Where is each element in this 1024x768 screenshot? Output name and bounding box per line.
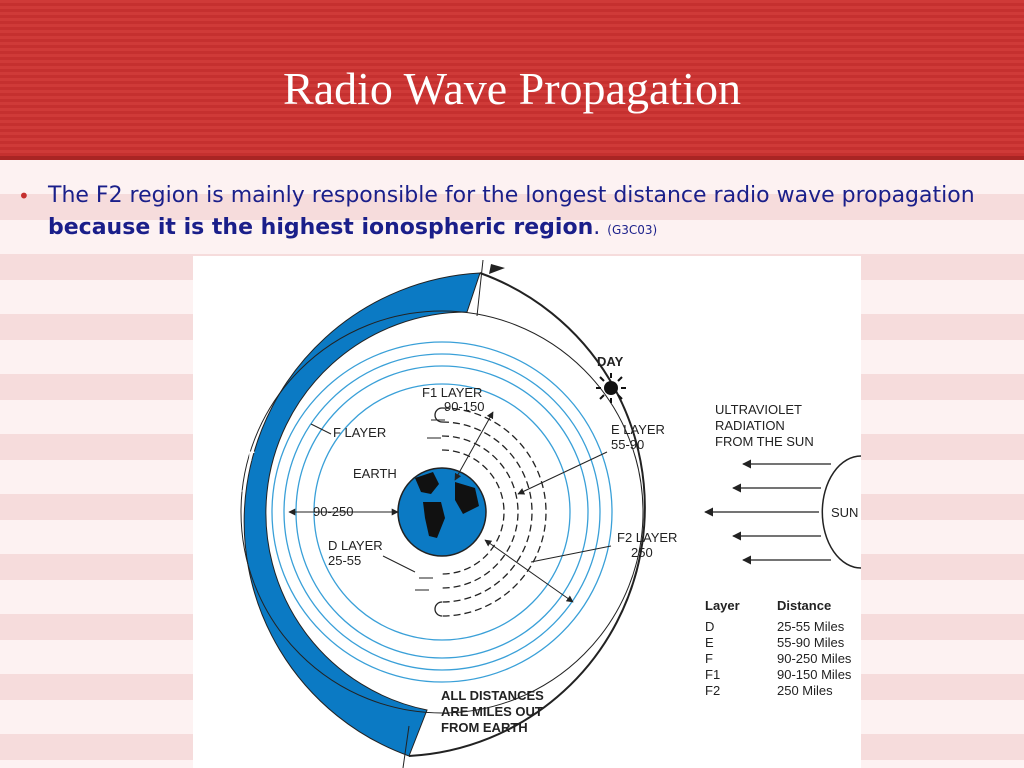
layer-distance-table: Layer Distance D 25-55 Miles E 55-90 Mil…	[705, 598, 852, 698]
orbit-tick-top	[476, 259, 484, 317]
f2-layer-arrow	[484, 539, 574, 603]
table-row-d-layer: D	[705, 619, 714, 634]
earth-continent-east	[455, 482, 479, 514]
bullet-point: • The F2 region is mainly responsible fo…	[18, 180, 1008, 246]
note-line-2: ARE MILES OUT	[441, 704, 543, 719]
inner-boundary-circle	[240, 310, 644, 714]
orbit-arrow-head	[489, 264, 505, 274]
f2-layer-pointer	[530, 545, 612, 563]
orbit-tick-bottom	[402, 725, 410, 768]
earth-continent-south	[423, 502, 445, 538]
f2-layer-range: 250	[631, 545, 653, 560]
table-row-f2-layer: F2	[705, 683, 720, 698]
uv-label-line-1: ULTRAVIOLET	[715, 402, 802, 417]
d-layer-pointer	[382, 555, 416, 573]
outer-day-arc	[408, 272, 646, 757]
note-line-3: FROM EARTH	[441, 720, 528, 735]
bullet-text-bold: because it is the highest ionospheric re…	[48, 215, 594, 240]
earth-label: EARTH	[353, 466, 397, 481]
table-row-f-layer: F	[705, 651, 713, 666]
ionosphere-svg: NIGHT DAY F LAYER F1 LAYER 90-150 E LAYE…	[211, 259, 861, 768]
f-layer-range: 90-250	[313, 504, 353, 519]
f1-layer-cap-bottom	[434, 601, 443, 617]
table-row-f1-distance: 90-150 Miles	[777, 667, 852, 682]
bullet-text-end: .	[593, 215, 601, 240]
table-header-layer: Layer	[705, 598, 740, 613]
table-row-e-layer: E	[705, 635, 714, 650]
f1-layer-arrow	[454, 411, 494, 481]
table-row-f1-layer: F1	[705, 667, 720, 682]
night-label: NIGHT	[211, 448, 255, 464]
e-layer-pointer	[517, 451, 608, 495]
f1-layer-cap-top	[434, 407, 443, 423]
f2-layer-label: F2 LAYER	[617, 530, 677, 545]
ionosphere-diagram: NIGHT DAY F LAYER F1 LAYER 90-150 E LAYE…	[193, 256, 861, 768]
question-reference: (G3C03)	[607, 223, 658, 237]
earth-continent-north	[415, 472, 439, 494]
f-layer-label: F LAYER	[333, 425, 386, 440]
e-layer-label: E LAYER	[611, 422, 665, 437]
title-bar: Radio Wave Propagation	[0, 0, 1024, 160]
f1-layer-range: 90-150	[444, 399, 484, 414]
sun-disc	[821, 455, 861, 569]
day-sun-icon	[596, 373, 626, 403]
note-line-1: ALL DISTANCES	[441, 688, 544, 703]
f-layer-ring-outer	[271, 341, 613, 683]
table-header-distance: Distance	[777, 598, 831, 613]
bullet-text-start: The F2 region is mainly responsible for …	[48, 183, 975, 208]
uv-label-line-2: RADIATION	[715, 418, 785, 433]
night-band	[243, 272, 481, 757]
night-moon-icon	[227, 470, 245, 492]
f-layer-pointer	[310, 423, 332, 435]
table-row-e-distance: 55-90 Miles	[777, 635, 845, 650]
day-label: DAY	[597, 354, 624, 369]
d-layer-range: 25-55	[328, 553, 361, 568]
bullet-dot-icon: •	[18, 184, 30, 208]
d-layer-label: D LAYER	[328, 538, 383, 553]
table-row-f2-distance: 250 Miles	[777, 683, 833, 698]
uv-label-line-3: FROM THE SUN	[715, 434, 814, 449]
e-layer-range: 55-90	[611, 437, 644, 452]
table-row-f-distance: 90-250 Miles	[777, 651, 852, 666]
sun-label: SUN	[831, 505, 858, 520]
f1-layer-label: F1 LAYER	[422, 385, 482, 400]
f-layer-ring-middle	[283, 353, 601, 671]
slide-title: Radio Wave Propagation	[283, 63, 741, 114]
table-row-d-distance: 25-55 Miles	[777, 619, 845, 634]
bullet-text: The F2 region is mainly responsible for …	[48, 180, 1008, 246]
